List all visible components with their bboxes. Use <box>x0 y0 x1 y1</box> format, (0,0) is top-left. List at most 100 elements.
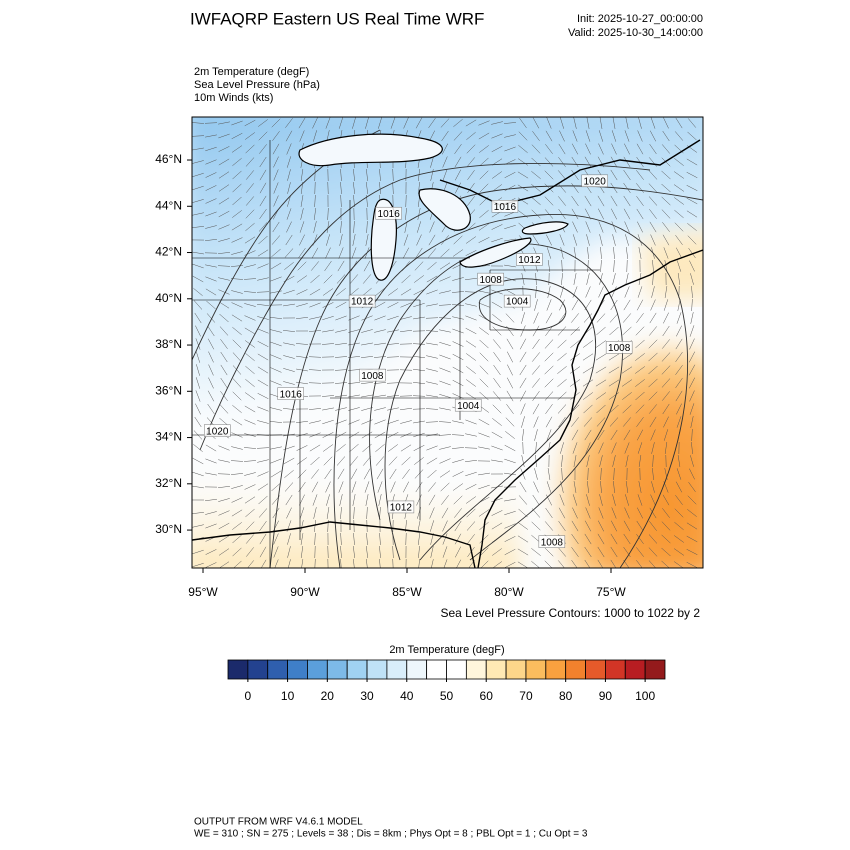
wind-barb <box>582 353 594 361</box>
colorbar-tick-label: 40 <box>400 689 414 703</box>
wind-barb <box>220 339 228 349</box>
wind-barb <box>557 339 567 349</box>
wind-barb <box>313 507 317 519</box>
wind-barb <box>412 395 426 397</box>
contour-label-box <box>477 272 504 286</box>
wind-barb <box>545 312 553 324</box>
wind-barb <box>561 467 563 481</box>
wind-barb <box>652 454 654 468</box>
wind-barb <box>546 299 552 311</box>
wind-barb <box>386 382 400 384</box>
wind-barb <box>597 546 605 558</box>
wind-barb <box>322 315 334 321</box>
wind-barb <box>611 286 617 298</box>
wind-barb <box>374 394 386 398</box>
contour-label-box <box>204 424 231 437</box>
wind-barb <box>534 299 538 311</box>
lat-tick-label: 42°N <box>155 245 182 259</box>
wind-barb <box>194 416 202 428</box>
wind-barb <box>531 209 541 219</box>
wind-barb <box>547 286 551 298</box>
wind-barb <box>597 195 605 207</box>
wind-barb <box>231 237 243 243</box>
wind-barb <box>313 520 317 532</box>
wind-barb <box>440 482 450 492</box>
wind-barb <box>418 182 420 194</box>
colorbar-tick-label: 10 <box>281 689 295 703</box>
wind-barb <box>441 143 449 155</box>
wind-barb <box>636 196 644 206</box>
contour-label-box <box>359 368 386 382</box>
wind-barb <box>650 429 656 441</box>
wind-barb <box>326 221 330 233</box>
colorbar-swatch <box>426 659 447 680</box>
wind-barb <box>465 419 477 425</box>
wind-barb <box>208 364 214 376</box>
wind-barb <box>340 546 342 558</box>
wind-barb <box>323 456 333 466</box>
wind-barb <box>195 338 201 350</box>
wind-barb <box>416 234 422 246</box>
wind-barb <box>466 353 476 361</box>
wind-barb <box>467 182 475 194</box>
wind-barb <box>246 183 254 193</box>
wind-barb <box>366 533 368 545</box>
wind-barb <box>686 171 698 179</box>
wind-barb <box>270 446 282 450</box>
wind-barb <box>285 494 293 506</box>
wind-barb <box>466 132 476 140</box>
contour-label-box <box>491 200 519 213</box>
wind-barb <box>392 545 394 559</box>
colorbar-swatch <box>465 659 487 680</box>
wind-barb <box>491 224 503 230</box>
colorbar-swatch <box>624 659 646 680</box>
wind-barb <box>571 559 578 568</box>
wind-barb <box>504 238 516 242</box>
wind-barb <box>611 442 617 454</box>
wind-barb <box>232 158 242 166</box>
wind-barb <box>192 263 204 269</box>
wind-barb <box>611 507 617 519</box>
wind-barb <box>599 494 603 506</box>
wind-barb <box>583 392 593 400</box>
wind-barb <box>245 534 255 544</box>
wind-barb <box>287 559 291 568</box>
wind-barb <box>403 481 409 493</box>
wind-barb <box>195 390 201 402</box>
wind-barb <box>585 286 591 298</box>
wind-barb <box>585 442 591 454</box>
wind-barb <box>661 365 671 375</box>
wind-barb <box>193 300 203 310</box>
wind-barb <box>336 444 346 452</box>
wind-barb <box>519 390 527 402</box>
wind-barb <box>561 455 563 467</box>
wind-barb <box>689 403 695 415</box>
wind-barb <box>283 457 295 465</box>
wind-barb <box>231 497 243 503</box>
wind-barb <box>504 146 516 152</box>
wind-barb <box>440 248 450 258</box>
contour-note: Sea Level Pressure Contours: 1000 to 102… <box>441 606 701 620</box>
wind-barb <box>430 169 434 181</box>
wind-barb <box>245 144 255 154</box>
wind-barb <box>220 364 228 376</box>
wind-barb <box>582 366 594 374</box>
wind-barb <box>454 169 462 181</box>
wind-barb <box>193 444 203 452</box>
wind-barb <box>531 144 541 154</box>
wind-barb <box>361 356 373 358</box>
wind-barb <box>245 508 255 518</box>
wind-barb <box>519 377 527 389</box>
wind-barb <box>244 419 256 425</box>
wind-barb <box>272 221 280 233</box>
wind-barb <box>479 183 489 193</box>
wind-barb <box>309 408 321 410</box>
wind-barb <box>430 156 434 168</box>
wind-barb <box>572 507 578 519</box>
wind-barb <box>273 182 279 194</box>
wind-barb <box>415 481 423 493</box>
wind-barb <box>375 456 385 466</box>
wind-barb <box>571 417 579 427</box>
wind-barb <box>338 117 344 129</box>
wind-barb <box>259 195 267 207</box>
